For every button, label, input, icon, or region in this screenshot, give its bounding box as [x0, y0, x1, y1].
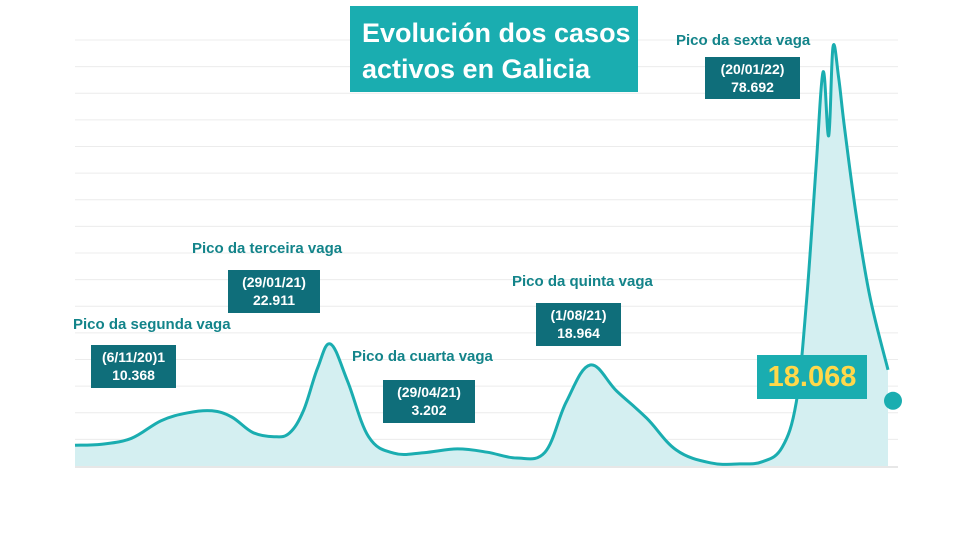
peak-6-box: (20/01/22) 78.692: [705, 57, 800, 99]
peak-3-date: (29/01/21): [242, 274, 306, 290]
peak-3-value: 22.911: [252, 292, 296, 308]
peak-6-value: 78.692: [731, 79, 774, 95]
peak-5-date: (1/08/21): [550, 307, 607, 323]
peak-5-value: 18.964: [557, 325, 600, 341]
peak-2-date: (6/11/20)1: [101, 349, 166, 365]
peak-2-value: 10.368: [112, 367, 155, 383]
peak-3-box: (29/01/21) 22.911: [228, 270, 320, 313]
chart-title-line-1: Evolución dos casos: [362, 18, 631, 48]
peak-5-label: Pico da quinta vaga: [512, 273, 653, 290]
peak-4-label: Pico da cuarta vaga: [352, 348, 493, 365]
peak-5-box: (1/08/21) 18.964: [536, 303, 621, 346]
peak-4-box: (29/04/21) 3.202: [383, 380, 475, 423]
peak-2-box: (6/11/20)1 10.368: [91, 345, 176, 388]
series-line: [74, 43, 890, 466]
peak-6-label: Pico da sexta vaga: [676, 32, 811, 49]
chart-title-line-2: activos en Galicia: [362, 54, 591, 84]
current-value-label: 18.068: [757, 355, 867, 399]
peak-6-date: (20/01/22): [720, 61, 785, 77]
peak-4-value: 3.202: [411, 402, 447, 418]
peak-3-label: Pico da terceira vaga: [192, 240, 343, 257]
chart-title: Evolución dos casos activos en Galicia: [350, 6, 638, 92]
peak-4-date: (29/04/21): [397, 384, 461, 400]
current-value-marker: [884, 391, 902, 410]
peak-2-label: Pico da segunda vaga: [73, 316, 231, 333]
